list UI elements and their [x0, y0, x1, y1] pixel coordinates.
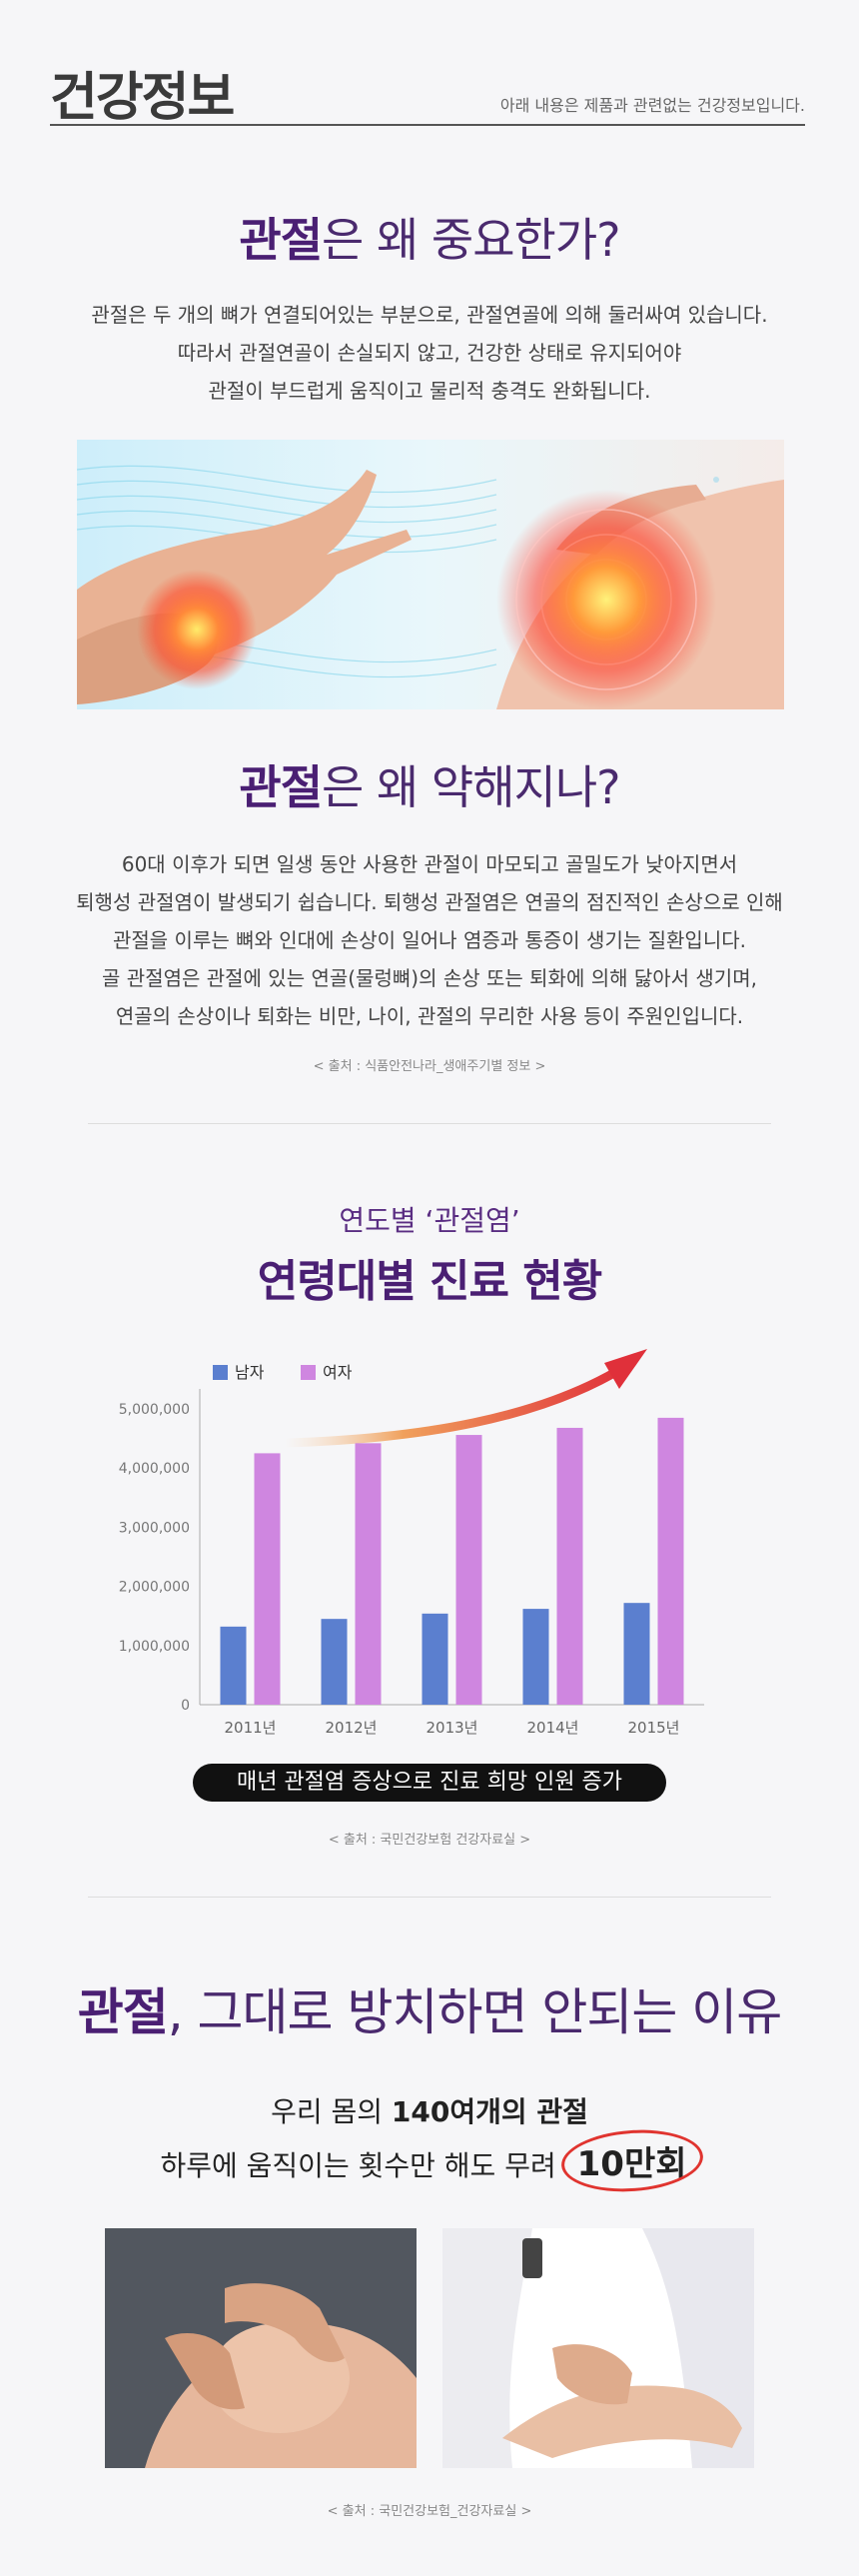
bar-female-1 — [254, 1453, 281, 1705]
section3-title-rest: , 그대로 방치하면 안되는 이유 — [167, 1983, 782, 2041]
knee-pain-photo — [105, 2228, 417, 2468]
section1-line: 관절이 부드럽게 움직이고 물리적 충격도 완화됩니다. — [208, 379, 651, 403]
section2-line: 관절을 이루는 뼈와 인대에 손상이 일어나 염증과 통증이 생기는 질환입니다… — [113, 928, 746, 952]
chart-source: < 출처 : 국민건강보험 건강자료실 > — [328, 1833, 531, 1848]
section-divider — [88, 1123, 771, 1124]
section-divider — [88, 1897, 771, 1898]
section3-title: 관절, 그대로 방치하면 안되는 이유 — [0, 1972, 859, 2044]
bar-female-3 — [455, 1435, 482, 1705]
section1-title: 관절은 왜 중요한가? — [0, 204, 859, 270]
legend-swatch-2 — [301, 1365, 316, 1380]
section3-title-em: 관절 — [77, 1983, 169, 2041]
x-tick-label: 2013년 — [427, 1719, 478, 1737]
x-tick-label: 2015년 — [628, 1719, 680, 1737]
section2-title: 관절은 왜 약해지나? — [0, 751, 859, 817]
bar-female-4 — [556, 1427, 583, 1705]
bar-male-2 — [321, 1619, 348, 1705]
fact-1-text: 우리 몸의 — [271, 2095, 392, 2128]
y-tick-label: 0 — [181, 1698, 190, 1714]
chart-subtitle: 연도별 ‘관절염’ — [339, 1204, 520, 1237]
bar-female-5 — [657, 1417, 684, 1705]
section1-paragraph: 관절은 두 개의 뼈가 연결되어있는 부분으로, 관절연골에 의해 둘러싸여 있… — [0, 296, 859, 410]
header-note: 아래 내용은 제품과 관련없는 건강정보입니다. — [499, 96, 805, 115]
page-title: 건강정보 — [50, 68, 235, 128]
bar-male-5 — [623, 1603, 650, 1705]
chart-caption-pill: 매년 관절염 증상으로 진료 희망 인원 증가 — [193, 1764, 666, 1802]
bar-male-1 — [220, 1626, 247, 1705]
section1-title-rest: 은 왜 중요한가? — [322, 213, 621, 267]
section2-line: 연골의 손상이나 퇴화는 비만, 나이, 관절의 무리한 사용 등이 주원인입니… — [115, 1004, 744, 1028]
x-tick-label: 2012년 — [326, 1719, 378, 1737]
fact-line-1: 우리 몸의 140여개의 관절 — [0, 2090, 859, 2130]
bar-male-3 — [422, 1613, 448, 1705]
y-tick-label: 2,000,000 — [119, 1580, 190, 1596]
section2-line: 퇴행성 관절염이 발생되기 쉽습니다. 퇴행성 관절염은 연골의 점진적인 손상… — [76, 890, 783, 914]
growth-arrow-head — [604, 1349, 647, 1389]
growth-arrow — [280, 1362, 629, 1448]
section1-title-em: 관절 — [239, 213, 323, 267]
header-divider — [50, 124, 805, 126]
legend-label-1: 남자 — [235, 1363, 265, 1382]
x-tick-label: 2011년 — [225, 1719, 277, 1737]
fact-1-bold: 140여개의 관절 — [391, 2095, 588, 2128]
fact-2-circled: 10만회 — [565, 2136, 699, 2185]
y-tick-label: 3,000,000 — [119, 1520, 190, 1536]
x-tick-label: 2014년 — [527, 1719, 579, 1737]
legend-label-2: 여자 — [323, 1363, 353, 1382]
fact-2-text: 하루에 움직이는 횟수만 해도 무려 — [160, 2149, 565, 2182]
fact-line-2: 하루에 움직이는 횟수만 해도 무려 10만회 — [0, 2136, 859, 2185]
elbow-pain-photo — [442, 2228, 754, 2468]
bar-male-4 — [522, 1609, 549, 1705]
section2-line: 60대 이후가 되면 일생 동안 사용한 관절이 마모되고 골밀도가 낮아지면서 — [121, 852, 738, 876]
section2-source: < 출처 : 식품안전나라_생애주기별 정보 > — [313, 1059, 546, 1074]
section1-line: 관절은 두 개의 뼈가 연결되어있는 부분으로, 관절연골에 의해 둘러싸여 있… — [91, 303, 768, 327]
section2-line: 골 관절염은 관절에 있는 연골(물렁뼈)의 손상 또는 퇴화에 의해 닳아서 … — [102, 966, 757, 990]
chart-title: 연령대별 진료 현황 — [257, 1256, 602, 1307]
y-tick-label: 4,000,000 — [119, 1461, 190, 1477]
legend-swatch-1 — [213, 1365, 228, 1380]
section2-paragraph: 60대 이후가 되면 일생 동안 사용한 관절이 마모되고 골밀도가 낮아지면서… — [0, 845, 859, 1035]
bar-chart: 남자 여자 0 1,000,000 2,000,000 3,000,000 4,000,0… — [119, 1349, 704, 1737]
section2-title-rest: 은 왜 약해지나? — [322, 760, 621, 814]
y-tick-label: 5,000,000 — [119, 1402, 190, 1418]
section3-source: < 출처 : 국민건강보험_건강자료실 > — [327, 2504, 532, 2519]
section2-title-em: 관절 — [239, 760, 323, 814]
bar-female-2 — [355, 1443, 382, 1705]
y-tick-label: 1,000,000 — [119, 1639, 190, 1655]
section1-line: 따라서 관절연골이 손실되지 않고, 건강한 상태로 유지되어야 — [177, 341, 682, 365]
joint-pain-photo — [77, 440, 784, 709]
